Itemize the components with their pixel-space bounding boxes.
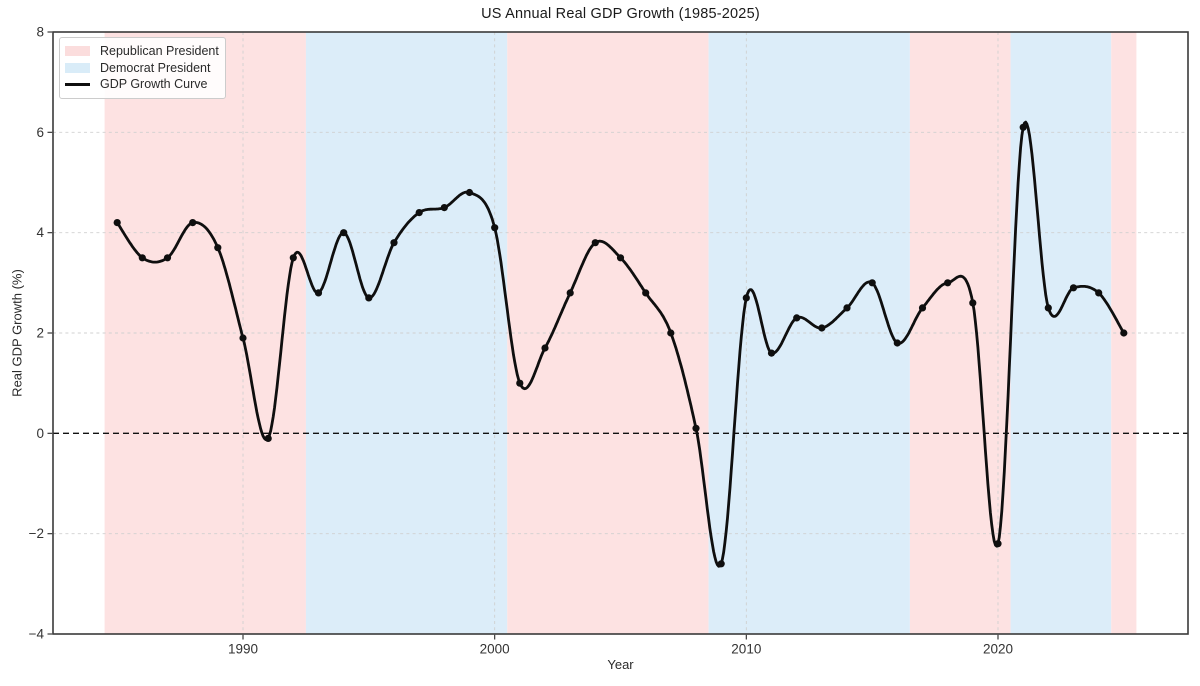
data-point-1989 [214,244,222,252]
data-point-2018 [944,279,952,287]
y-tick-label--4: −4 [29,627,45,642]
data-point-2024 [1095,289,1103,297]
plot-border [52,31,1189,635]
data-point-1990 [239,334,247,342]
x-tick-label-2010: 2010 [731,642,761,657]
data-point-2017 [918,304,927,312]
data-point-1985 [113,219,121,227]
data-point-2001 [516,379,524,387]
legend: Republican President Democrat President … [59,37,226,99]
chart-title: US Annual Real GDP Growth (1985-2025) [481,6,760,22]
data-point-2015 [868,279,876,287]
data-point-1991 [264,434,272,442]
x-axis-label: Year [607,657,634,672]
y-tick-label-2: 2 [36,326,44,341]
data-point-2016 [893,339,901,347]
data-point-2004 [591,239,599,247]
data-point-1998 [440,204,448,212]
data-point-2009 [717,560,725,568]
data-point-2000 [491,224,499,232]
data-point-2006 [642,289,650,297]
y-tick-label--2: −2 [29,526,44,541]
y-axis-label: Real GDP Growth (%) [9,269,25,397]
y-tick-label-8: 8 [36,25,44,40]
data-point-1987 [163,254,172,262]
data-point-2012 [793,314,801,322]
x-tick-label-1990: 1990 [228,642,258,657]
data-point-2002 [541,344,549,352]
data-point-2014 [843,304,851,312]
legend-label: Democrat President [100,60,211,75]
data-point-1988 [189,219,197,227]
data-point-2022 [1044,304,1052,312]
data-point-2020 [994,540,1002,548]
x-tick-label-2020: 2020 [983,642,1013,657]
data-point-2021 [1019,123,1027,131]
data-point-2013 [818,324,826,332]
data-point-1993 [314,289,323,297]
data-point-2005 [616,254,625,262]
line-swatch-icon [65,82,90,86]
data-point-2007 [667,329,675,337]
data-point-1999 [465,188,474,197]
legend-item-republican: Republican President [65,43,219,60]
data-point-2023 [1069,284,1078,292]
legend-item-democrat: Democrat President [65,60,219,77]
data-point-1997 [415,209,423,217]
data-point-2025 [1120,329,1128,337]
data-point-1995 [365,294,373,302]
y-tick-label-4: 4 [36,225,44,240]
data-point-2011 [767,349,776,357]
legend-label: Republican President [100,44,219,59]
legend-label: GDP Growth Curve [100,77,208,92]
data-point-1994 [340,229,348,237]
y-tick-label-6: 6 [36,125,44,140]
legend-item-gdp-curve: GDP Growth Curve [65,76,219,93]
data-point-1992 [289,254,297,262]
data-point-2019 [969,299,977,307]
data-point-1996 [390,239,398,247]
data-point-2008 [692,424,700,432]
data-point-1986 [138,254,146,262]
data-point-2003 [566,289,574,297]
x-tick-label-2000: 2000 [480,642,510,657]
y-tick-label-0: 0 [36,426,44,441]
data-point-2010 [742,294,750,302]
democrat-swatch-icon [65,62,90,73]
republican-swatch-icon [65,46,90,57]
